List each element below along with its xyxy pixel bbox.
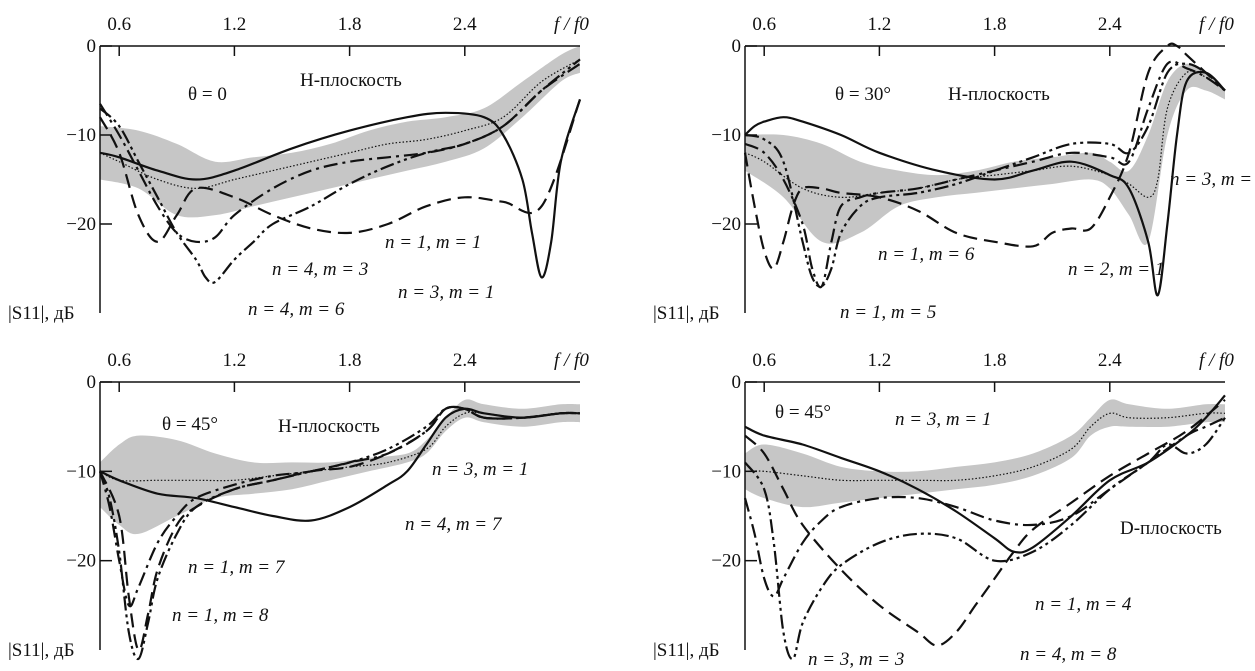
plane-label: H-плоскость: [948, 84, 1050, 105]
plane-label: H-плоскость: [300, 70, 402, 91]
series-line-dotted: [99, 58, 581, 189]
y-tick-label: 0: [87, 372, 97, 393]
y-tick-label: −20: [711, 551, 741, 572]
panel-theta30-h-plane: 0.6 1.2 1.8 2.4 0 −10 −20 f / f0 |S11|, дБ θ = 3…: [653, 14, 1255, 324]
x-axis-label: f / f0: [1199, 14, 1234, 35]
series-label: n = 1, m = 6: [878, 244, 975, 265]
series-label: n = 3, m = 3: [808, 649, 904, 670]
series-label: n = 4, m = 3: [272, 259, 368, 280]
series-line-dash-dot: [744, 60, 1226, 289]
x-tick-label: 1.2: [223, 14, 247, 35]
x-axis-label: f / f0: [554, 14, 589, 35]
plane-label: H-плоскость: [278, 416, 380, 437]
series-line-dash-dot-dot: [744, 417, 1226, 661]
series-line-dash-dot-dot: [98, 405, 581, 661]
x-axis-label: f / f0: [1199, 350, 1234, 371]
x-tick-label: 1.8: [338, 14, 362, 35]
x-tick-label: 0.6: [107, 14, 131, 35]
panel-theta45-h-plane: 0.6 1.2 1.8 2.4 0 −10 −20 f / f0 |S11|, дБ θ = 4…: [8, 350, 589, 661]
series-line-dash-dot: [99, 62, 581, 244]
panel-annotation: θ = 0: [188, 84, 227, 105]
series-label: n = 3, m = 1: [432, 459, 528, 480]
series-line-dash-dot: [743, 416, 1226, 598]
y-tick-label: 0: [732, 36, 742, 57]
x-tick-label: 0.6: [107, 350, 131, 371]
series-label: n = 4, m = 7: [405, 514, 503, 535]
y-tick-label: −10: [66, 461, 96, 482]
x-tick-label: 1.8: [338, 350, 362, 371]
y-tick-label: −10: [66, 125, 96, 146]
series-line-solid: [99, 407, 581, 522]
series-line-solid: [744, 70, 1226, 297]
series-label: n = 2, m = 1: [1068, 259, 1164, 280]
x-tick-label: 1.2: [868, 350, 892, 371]
plane-label: D-плоскость: [1120, 518, 1222, 539]
y-tick-label: −20: [66, 214, 96, 235]
y-axis-label: |S11|, дБ: [8, 303, 75, 324]
x-axis-label: f / f0: [554, 350, 589, 371]
y-tick-label: 0: [87, 36, 97, 57]
y-tick-label: 0: [732, 372, 742, 393]
panel-theta0-h-plane: 0.6 1.2 1.8 2.4 0 −10 −20 f / f0 |S11|, дБ θ = 0…: [8, 14, 589, 324]
y-axis-label: |S11|, дБ: [653, 640, 720, 661]
y-tick-label: −10: [711, 461, 741, 482]
measurement-band: [745, 63, 1225, 246]
y-tick-label: −10: [711, 125, 741, 146]
x-tick-label: 2.4: [453, 14, 477, 35]
y-axis-label: |S11|, дБ: [8, 640, 75, 661]
x-tick-label: 1.8: [983, 14, 1007, 35]
y-axis-label: |S11|, дБ: [653, 303, 720, 324]
series-line-dash-dot-dot: [99, 58, 581, 285]
x-tick-label: 1.8: [983, 350, 1007, 371]
panel-annotation: θ = 30°: [835, 84, 891, 105]
series-line-dash-dot-dot: [744, 62, 1226, 288]
series-label: n = 1, m = 1: [385, 232, 481, 253]
series-line-solid: [99, 99, 582, 279]
series-label: n = 3, m = 1: [398, 282, 494, 303]
x-tick-label: 0.6: [752, 14, 776, 35]
x-tick-label: 2.4: [1098, 14, 1122, 35]
panel-annotation: θ = 45°: [775, 402, 831, 423]
series-label: n = 3, m = 3: [1170, 169, 1255, 190]
series-label: n = 1, m = 4: [1035, 594, 1132, 615]
x-tick-label: 2.4: [453, 350, 477, 371]
series-line-dotted: [744, 412, 1226, 482]
series-label: n = 3, m = 1: [895, 409, 991, 430]
series-line-dash: [743, 42, 1226, 270]
x-tick-label: 1.2: [868, 14, 892, 35]
panel-annotation: θ = 45°: [162, 414, 218, 435]
x-tick-label: 2.4: [1098, 350, 1122, 371]
x-tick-label: 1.2: [223, 350, 247, 371]
series-label: n = 1, m = 5: [840, 302, 936, 323]
series-line-dash-dot: [98, 405, 581, 608]
series-label: n = 1, m = 7: [188, 557, 286, 578]
panel-theta45-d-plane: 0.6 1.2 1.8 2.4 0 −10 −20 f / f0 |S11|, дБ θ = 4…: [653, 350, 1234, 670]
x-tick-label: 0.6: [752, 350, 776, 371]
y-tick-label: −20: [711, 214, 741, 235]
series-label: n = 1, m = 8: [172, 605, 269, 626]
series-label: n = 4, m = 6: [248, 299, 345, 320]
y-tick-label: −20: [66, 551, 96, 572]
measurement-band: [745, 399, 1225, 508]
measurement-band: [100, 399, 580, 535]
series-label: n = 4, m = 8: [1020, 644, 1117, 665]
series-line-dotted: [744, 70, 1226, 198]
